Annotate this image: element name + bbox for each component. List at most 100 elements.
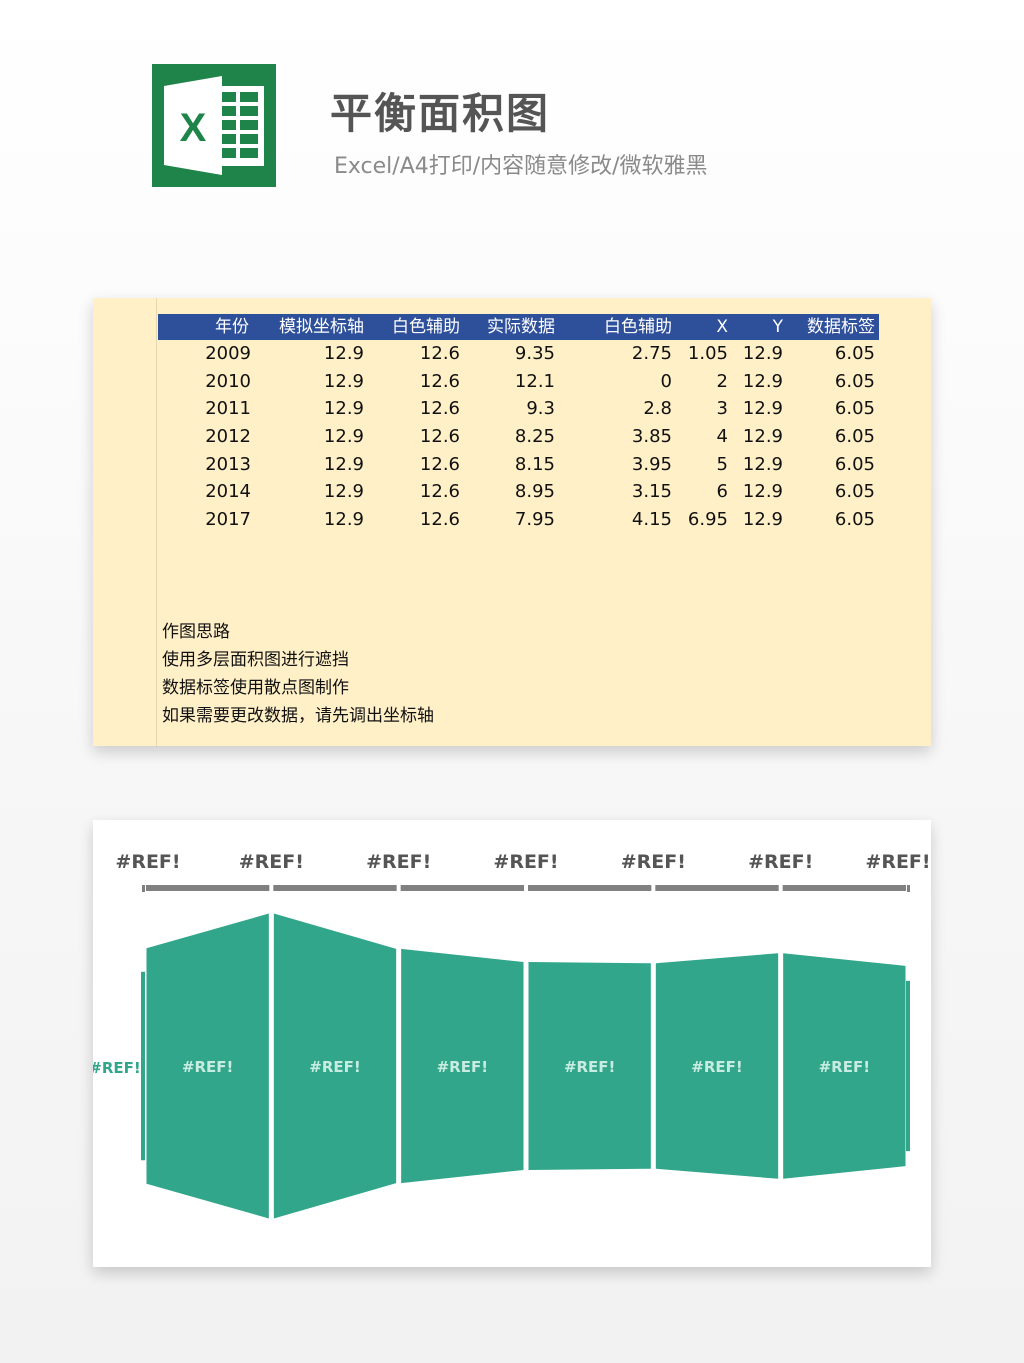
note-line[interactable]: 如果需要更改数据，请先调出坐标轴 (162, 706, 434, 726)
data-label: #REF! (309, 1058, 360, 1076)
table-cell[interactable]: 6.05 (834, 370, 875, 392)
table-cell[interactable]: 6.05 (834, 398, 875, 420)
table-cell[interactable]: 6.05 (834, 426, 875, 448)
area-segment (783, 953, 906, 1179)
table-cell[interactable]: 4.15 (631, 509, 672, 531)
axis-end-tick (142, 885, 145, 892)
table-cell[interactable]: 6.05 (834, 481, 875, 503)
table-cell[interactable]: 12.6 (419, 481, 460, 503)
table-cell[interactable]: 12.9 (742, 343, 783, 364)
table-body: 2009 12.9 12.6 9.35 2.75 1.05 12.9 6.05 2010 12.9… (158, 340, 879, 534)
logo-letter: X (180, 106, 207, 150)
table-cell[interactable]: 3 (716, 398, 728, 420)
data-label: #REF! (182, 1058, 233, 1076)
table-cell[interactable]: 8.95 (514, 481, 555, 503)
notes-block: 作图思路 使用多层面积图进行遮挡 数据标签使用散点图制作 如果需要更改数据，请先… (162, 618, 434, 730)
page-title: 平衡面积图 (330, 89, 551, 138)
table-cell[interactable]: 2014 (205, 481, 251, 503)
axis-segment (528, 885, 652, 891)
side-label: #REF! (93, 1059, 141, 1077)
axis-label: #REF! (493, 851, 558, 873)
table-row: 2009 12.9 12.6 9.35 2.75 1.05 12.9 6.05 (158, 340, 879, 368)
table-header-row: 年份 模拟坐标轴 白色辅助 实际数据 白色辅助 X Y 数据标签 (158, 314, 879, 340)
data-table: 年份 模拟坐标轴 白色辅助 实际数据 白色辅助 X Y 数据标签 2009 12.… (158, 314, 879, 534)
table-cell[interactable]: 2010 (205, 370, 251, 392)
table-cell[interactable]: 2.75 (631, 343, 672, 364)
table-cell[interactable]: 12.9 (742, 453, 783, 475)
table-cell[interactable]: 12.9 (323, 481, 364, 503)
area-segment (146, 913, 269, 1219)
table-cell[interactable]: 12.9 (742, 481, 783, 503)
table-cell[interactable]: 12.6 (419, 343, 460, 364)
table-cell[interactable]: 2009 (205, 343, 251, 364)
table-row: 2014 12.9 12.6 8.95 3.15 6 12.9 6.05 (158, 478, 879, 506)
column-header[interactable]: 白色辅助 (604, 317, 672, 337)
table-cell[interactable]: 12.9 (742, 426, 783, 448)
axis-segment (655, 885, 779, 891)
table-cell[interactable]: 5 (716, 453, 728, 475)
table-cell[interactable]: 2 (716, 370, 728, 392)
table-cell[interactable]: 12.9 (323, 398, 364, 420)
table-cell[interactable]: 12.6 (419, 398, 460, 420)
axis-label: #REF! (865, 851, 930, 873)
note-line[interactable]: 作图思路 (162, 622, 230, 642)
column-header[interactable]: Y (772, 317, 783, 337)
column-header[interactable]: 年份 (215, 317, 249, 337)
table-cell[interactable]: 12.9 (323, 370, 364, 392)
axis-label: #REF! (748, 851, 813, 873)
table-cell[interactable]: 2.8 (643, 398, 672, 420)
table-row: 2011 12.9 12.6 9.3 2.8 3 12.9 6.05 (158, 395, 879, 423)
table-cell[interactable]: 0 (660, 370, 672, 392)
table-cell[interactable]: 8.25 (514, 426, 555, 448)
table-cell[interactable]: 8.15 (514, 453, 555, 475)
column-header[interactable]: 模拟坐标轴 (279, 317, 364, 337)
table-cell[interactable]: 3.95 (631, 453, 672, 475)
balance-area-chart[interactable]: #REF! #REF! #REF! #REF! #REF! #REF! #REF! #REF!… (93, 820, 931, 1267)
area-segment (273, 913, 397, 1219)
table-cell[interactable]: 12.9 (323, 343, 364, 364)
axis-label: #REF! (115, 851, 180, 873)
table-cell[interactable]: 1.05 (687, 343, 728, 364)
axis-segment (782, 885, 906, 891)
area-edge (906, 980, 910, 1152)
spreadsheet-area: 年份 模拟坐标轴 白色辅助 实际数据 白色辅助 X Y 数据标签 2009 12.… (93, 298, 931, 746)
table-cell[interactable]: 3.85 (631, 426, 672, 448)
table-cell[interactable]: 6.05 (834, 453, 875, 475)
table-cell[interactable]: 2011 (205, 398, 251, 420)
table-cell[interactable]: 4 (716, 426, 728, 448)
table-cell[interactable]: 12.6 (419, 509, 460, 531)
table-cell[interactable]: 9.3 (526, 398, 555, 420)
table-cell[interactable]: 12.6 (419, 370, 460, 392)
table-cell[interactable]: 12.9 (323, 509, 364, 531)
table-cell[interactable]: 6.95 (687, 509, 728, 531)
table-cell[interactable]: 12.9 (742, 398, 783, 420)
table-cell[interactable]: 9.35 (514, 343, 555, 364)
table-cell[interactable]: 12.6 (419, 453, 460, 475)
table-row: 2012 12.9 12.6 8.25 3.85 4 12.9 6.05 (158, 423, 879, 451)
table-cell[interactable]: 2012 (205, 426, 251, 448)
excel-logo-icon: X (152, 64, 276, 187)
table-row: 2010 12.9 12.6 12.1 0 2 12.9 6.05 (158, 368, 879, 396)
table-cell[interactable]: 12.1 (514, 370, 555, 392)
table-cell[interactable]: 12.9 (742, 370, 783, 392)
table-cell[interactable]: 3.15 (631, 481, 672, 503)
table-cell[interactable]: 12.9 (323, 426, 364, 448)
data-label: #REF! (564, 1058, 615, 1076)
table-cell[interactable]: 6.05 (834, 343, 875, 364)
table-cell[interactable]: 2013 (205, 453, 251, 475)
table-cell[interactable]: 7.95 (514, 509, 555, 531)
column-header[interactable]: 白色辅助 (392, 317, 460, 337)
note-line[interactable]: 数据标签使用散点图制作 (162, 678, 349, 698)
column-header[interactable]: 数据标签 (807, 317, 875, 337)
column-header[interactable]: X (716, 317, 728, 337)
chart-canvas: #REF! #REF! #REF! #REF! #REF! #REF! #REF! #REF!… (93, 851, 931, 1219)
axis-segment (400, 885, 524, 891)
table-cell[interactable]: 12.9 (742, 509, 783, 531)
table-cell[interactable]: 12.9 (323, 453, 364, 475)
table-cell[interactable]: 2017 (205, 509, 251, 531)
table-cell[interactable]: 12.6 (419, 426, 460, 448)
table-cell[interactable]: 6 (716, 481, 728, 503)
table-cell[interactable]: 6.05 (834, 509, 875, 531)
column-header[interactable]: 实际数据 (487, 317, 555, 337)
note-line[interactable]: 使用多层面积图进行遮挡 (162, 650, 349, 670)
